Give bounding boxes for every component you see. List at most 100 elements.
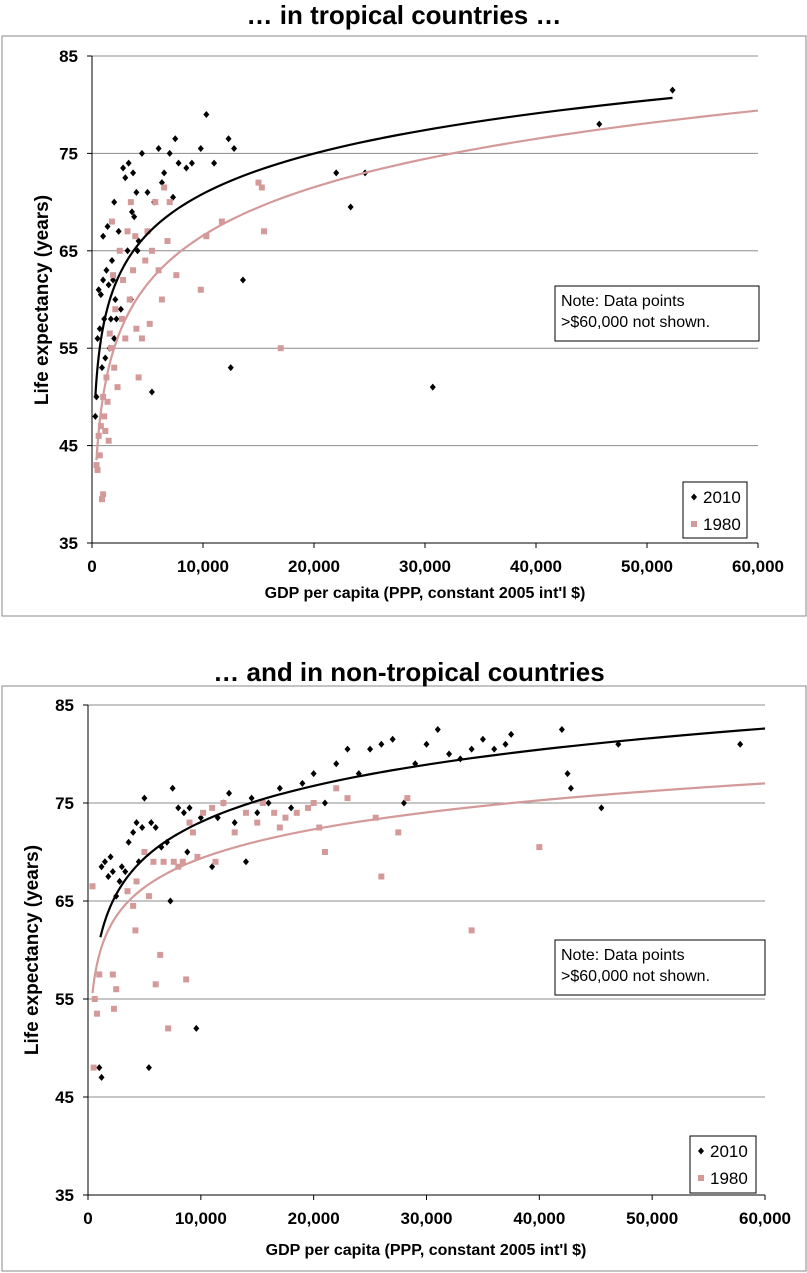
x-tick-label: 30,000 bbox=[401, 1209, 453, 1228]
data-point bbox=[96, 452, 103, 459]
data-point bbox=[144, 188, 151, 196]
data-point bbox=[197, 814, 204, 822]
data-point bbox=[91, 996, 98, 1002]
data-point bbox=[378, 740, 385, 748]
data-point bbox=[103, 266, 110, 274]
data-point bbox=[277, 345, 284, 352]
y-tick-label: 45 bbox=[59, 437, 78, 456]
data-point bbox=[173, 272, 180, 279]
data-point bbox=[276, 784, 283, 792]
data-point bbox=[333, 785, 340, 792]
data-point bbox=[122, 174, 129, 182]
data-point bbox=[211, 159, 218, 167]
data-point bbox=[265, 799, 272, 807]
data-point bbox=[101, 413, 108, 420]
data-point bbox=[254, 809, 261, 817]
legend bbox=[682, 481, 748, 539]
x-tick-label: 30,000 bbox=[399, 557, 451, 576]
data-point bbox=[596, 120, 603, 128]
data-point bbox=[120, 164, 127, 172]
y-tick-label: 65 bbox=[55, 892, 74, 911]
x-tick-label: 50,000 bbox=[626, 1209, 678, 1228]
data-point bbox=[135, 374, 142, 381]
legend-label: 2010 bbox=[703, 488, 741, 507]
chart-panel-1: … in tropical countries … 35 45 55 65 75 85 0 10… bbox=[1, 0, 807, 617]
data-point bbox=[152, 199, 159, 206]
x-tick-label: 0 bbox=[87, 557, 96, 576]
data-point bbox=[321, 799, 328, 807]
legend bbox=[689, 1135, 757, 1194]
data-point bbox=[186, 819, 193, 826]
data-point bbox=[96, 971, 103, 978]
data-point bbox=[152, 824, 159, 831]
y-tick-label: 55 bbox=[55, 990, 74, 1009]
data-point bbox=[109, 971, 116, 978]
legend-marker bbox=[698, 1147, 704, 1155]
series-2010 bbox=[96, 726, 744, 1081]
data-point bbox=[158, 179, 165, 187]
data-point bbox=[378, 873, 385, 880]
y-tick-label: 45 bbox=[55, 1088, 74, 1107]
data-point bbox=[100, 491, 107, 498]
data-point bbox=[98, 1073, 105, 1081]
data-point bbox=[96, 325, 103, 333]
data-point bbox=[145, 1064, 152, 1072]
data-point bbox=[141, 794, 148, 802]
data-point bbox=[468, 745, 475, 753]
data-point bbox=[212, 858, 219, 865]
note-text: >$60,000 not shown. bbox=[561, 314, 710, 331]
y-axis-label: Life expectancy (years) bbox=[22, 845, 43, 1055]
data-point bbox=[130, 169, 137, 177]
data-point bbox=[558, 726, 565, 733]
data-point bbox=[101, 858, 108, 866]
data-point bbox=[141, 849, 148, 855]
x-tick-label: 0 bbox=[83, 1209, 92, 1228]
data-point bbox=[231, 145, 238, 153]
data-point bbox=[132, 233, 139, 240]
data-point bbox=[105, 873, 112, 880]
data-point bbox=[161, 184, 168, 191]
data-point bbox=[434, 726, 441, 733]
data-point bbox=[218, 218, 225, 225]
trendline-2010 bbox=[94, 96, 673, 397]
data-point bbox=[179, 858, 186, 865]
data-point bbox=[118, 863, 125, 871]
data-point bbox=[110, 276, 117, 284]
data-point bbox=[108, 257, 115, 265]
legend-label: 1980 bbox=[710, 1169, 748, 1188]
data-point bbox=[242, 809, 249, 816]
data-point bbox=[93, 462, 100, 469]
data-point bbox=[158, 296, 165, 303]
data-point bbox=[248, 794, 255, 802]
data-point bbox=[148, 388, 155, 396]
data-point bbox=[113, 315, 120, 323]
chart-frame bbox=[1, 35, 807, 617]
data-point bbox=[423, 740, 430, 748]
y-tick-label: 85 bbox=[55, 696, 74, 715]
x-tick-label: 10,000 bbox=[177, 557, 229, 576]
data-point bbox=[124, 888, 131, 895]
trendline-1980 bbox=[91, 782, 766, 994]
chart-frame bbox=[1, 685, 807, 1272]
chart-panel-2: … and in non-tropical countries 35 45 55 65 7… bbox=[1, 657, 807, 1272]
data-point bbox=[145, 893, 152, 900]
data-point bbox=[104, 398, 111, 405]
data-point bbox=[111, 198, 118, 206]
data-point bbox=[117, 305, 124, 313]
data-point bbox=[138, 335, 145, 342]
data-point bbox=[395, 829, 402, 836]
data-point bbox=[344, 745, 351, 753]
data-point bbox=[97, 423, 104, 430]
data-point bbox=[231, 829, 238, 836]
x-tick-label: 10,000 bbox=[175, 1209, 227, 1228]
data-point bbox=[106, 330, 113, 337]
y-tick-label: 75 bbox=[59, 144, 78, 163]
data-point bbox=[102, 427, 109, 434]
data-point bbox=[90, 1064, 97, 1071]
series-1980 bbox=[93, 179, 284, 503]
data-point bbox=[126, 296, 133, 303]
trendline-1980 bbox=[95, 109, 759, 461]
data-point bbox=[169, 784, 176, 792]
y-tick-label: 35 bbox=[55, 1186, 74, 1205]
